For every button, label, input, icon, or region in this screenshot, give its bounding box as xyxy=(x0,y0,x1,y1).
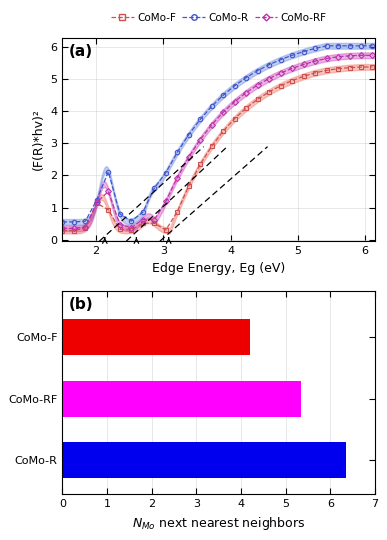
Legend: CoMo-F, CoMo-R, CoMo-RF: CoMo-F, CoMo-R, CoMo-RF xyxy=(107,9,331,27)
Bar xyxy=(62,319,250,355)
Text: (b): (b) xyxy=(69,297,93,312)
Text: (a): (a) xyxy=(69,44,93,59)
Bar xyxy=(62,442,346,478)
Y-axis label: (F(R)*hv)²: (F(R)*hv)² xyxy=(32,109,45,171)
X-axis label: $N_{Mo}$ next nearest neighbors: $N_{Mo}$ next nearest neighbors xyxy=(132,515,306,532)
Bar xyxy=(62,381,301,417)
X-axis label: Edge Energy, Eg (eV): Edge Energy, Eg (eV) xyxy=(152,261,285,274)
